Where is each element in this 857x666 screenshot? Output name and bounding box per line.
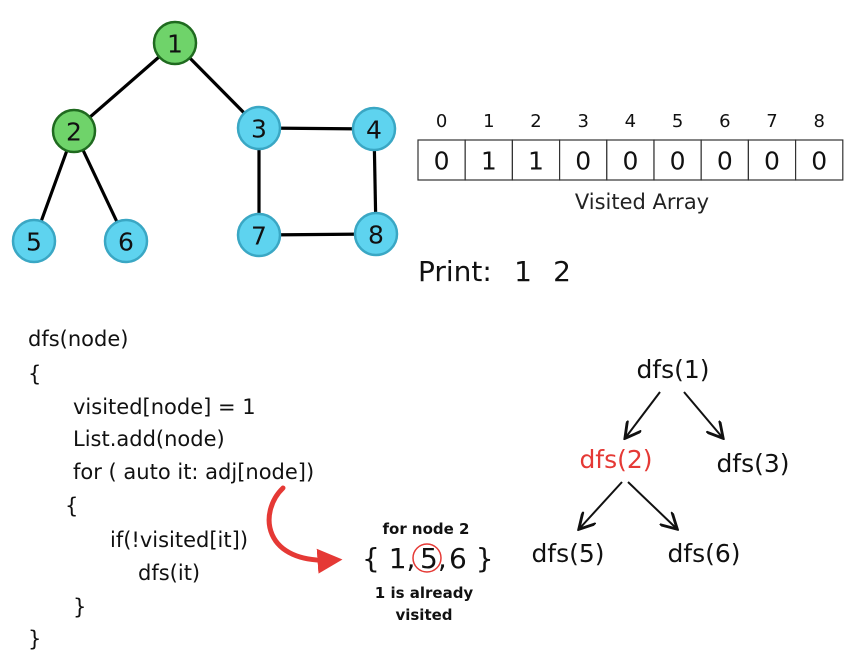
array-cell — [653, 139, 702, 181]
annotation-note-line1: 1 is already — [375, 584, 474, 602]
code-line: { — [65, 494, 78, 518]
array-value: 1 — [528, 147, 544, 176]
print-value-1: 2 — [553, 255, 571, 288]
node-label: 6 — [118, 228, 134, 257]
array-value: 0 — [622, 147, 638, 176]
array-index: 4 — [625, 111, 636, 132]
print-value-0: 1 — [514, 255, 532, 288]
neighbor-set-close: 6 } — [449, 542, 494, 575]
array-index: 5 — [672, 111, 683, 132]
array-cell — [511, 139, 561, 181]
node-label: 2 — [66, 118, 82, 147]
red-curve-arrow — [266, 485, 343, 574]
array-index: 0 — [436, 111, 447, 132]
node-circle — [351, 106, 397, 152]
array-cell — [700, 139, 750, 181]
code-line: for ( auto it: adj[node]) — [73, 460, 314, 484]
code-line: dfs(node) — [28, 327, 128, 351]
code-line: List.add(node) — [73, 427, 225, 451]
code-line: dfs(it) — [138, 561, 200, 585]
array-index: 3 — [577, 111, 588, 132]
array-value: 0 — [670, 147, 686, 176]
graph-node-1: 1 — [152, 20, 198, 66]
node-circle — [11, 218, 57, 264]
annotation-note-line2: visited — [395, 606, 452, 624]
array-index: 8 — [813, 111, 824, 132]
tree-node: dfs(5) — [531, 539, 604, 568]
tree-arrow — [626, 391, 661, 437]
tree-node: dfs(3) — [716, 449, 789, 478]
print-label: Print: — [418, 255, 492, 288]
array-value: 0 — [717, 147, 733, 176]
graph-node-7: 7 — [236, 212, 282, 258]
array-cell — [794, 139, 844, 181]
code-line: } — [28, 627, 41, 651]
array-index: 7 — [766, 111, 777, 132]
dfs-code: dfs(node) { visited[node] = 1 List.add(n… — [28, 327, 314, 651]
array-value: 0 — [434, 147, 450, 176]
node-label: 3 — [251, 115, 267, 144]
tree-arrow — [580, 481, 623, 528]
array-cell — [747, 139, 797, 181]
graph-nodes: 1 2 3 4 5 6 7 8 — [11, 20, 399, 264]
node-label: 5 — [26, 228, 42, 257]
array-value: 0 — [575, 147, 591, 176]
code-line: if(!visited[it]) — [110, 528, 248, 552]
array-index: 2 — [530, 111, 541, 132]
tree-node-root: dfs(1) — [636, 355, 709, 384]
tree-arrow — [683, 391, 722, 437]
graph-node-4: 4 — [351, 106, 397, 152]
array-cell — [417, 139, 466, 181]
array-index: 1 — [483, 111, 494, 132]
code-line: } — [73, 595, 86, 619]
array-value: 0 — [811, 147, 827, 176]
tree-arrow — [627, 481, 676, 528]
node-circle — [236, 212, 282, 258]
node-circle — [353, 211, 399, 257]
print-output: Print: 1 2 — [418, 255, 571, 288]
array-cell — [464, 139, 514, 181]
node-circle — [51, 108, 97, 154]
array-cell — [606, 139, 655, 181]
node-label: 7 — [251, 222, 267, 251]
code-line: { — [28, 362, 41, 386]
node-circle — [236, 105, 282, 151]
code-line: visited[node] = 1 — [73, 395, 256, 419]
graph: 1 2 3 4 5 6 7 8 — [11, 20, 399, 264]
annotation-title: for node 2 — [382, 520, 469, 538]
neighbor-set-highlight: 5, — [420, 542, 447, 575]
array-value: 0 — [764, 147, 780, 176]
graph-node-2: 2 — [51, 108, 97, 154]
node-label: 4 — [366, 116, 382, 145]
node-label: 1 — [167, 30, 183, 59]
graph-node-5: 5 — [11, 218, 57, 264]
node-circle — [103, 218, 149, 264]
graph-node-3: 3 — [236, 105, 282, 151]
array-value: 1 — [481, 147, 497, 176]
neighbor-set-open: { 1, — [362, 542, 415, 575]
array-cell — [558, 139, 608, 181]
graph-node-8: 8 — [353, 211, 399, 257]
visited-array: 0 0 1 1 2 1 3 0 4 0 5 0 6 0 7 0 8 0 — [417, 111, 844, 181]
highlight-circle — [412, 543, 442, 573]
array-index: 6 — [719, 111, 730, 132]
node-label: 8 — [368, 221, 384, 250]
visited-array-caption: Visited Array — [575, 190, 709, 214]
recursion-tree: dfs(1) dfs(2) dfs(3) dfs(5) dfs(6) — [531, 355, 789, 568]
graph-edge-1-2 — [72, 41, 177, 133]
graph-node-6: 6 — [103, 218, 149, 264]
neighbor-annotation: for node 2 { 1, 5, 6 } 1 is already visi… — [362, 520, 494, 624]
node-circle — [152, 20, 198, 66]
tree-node: dfs(6) — [667, 539, 740, 568]
tree-node-current: dfs(2) — [579, 445, 652, 474]
